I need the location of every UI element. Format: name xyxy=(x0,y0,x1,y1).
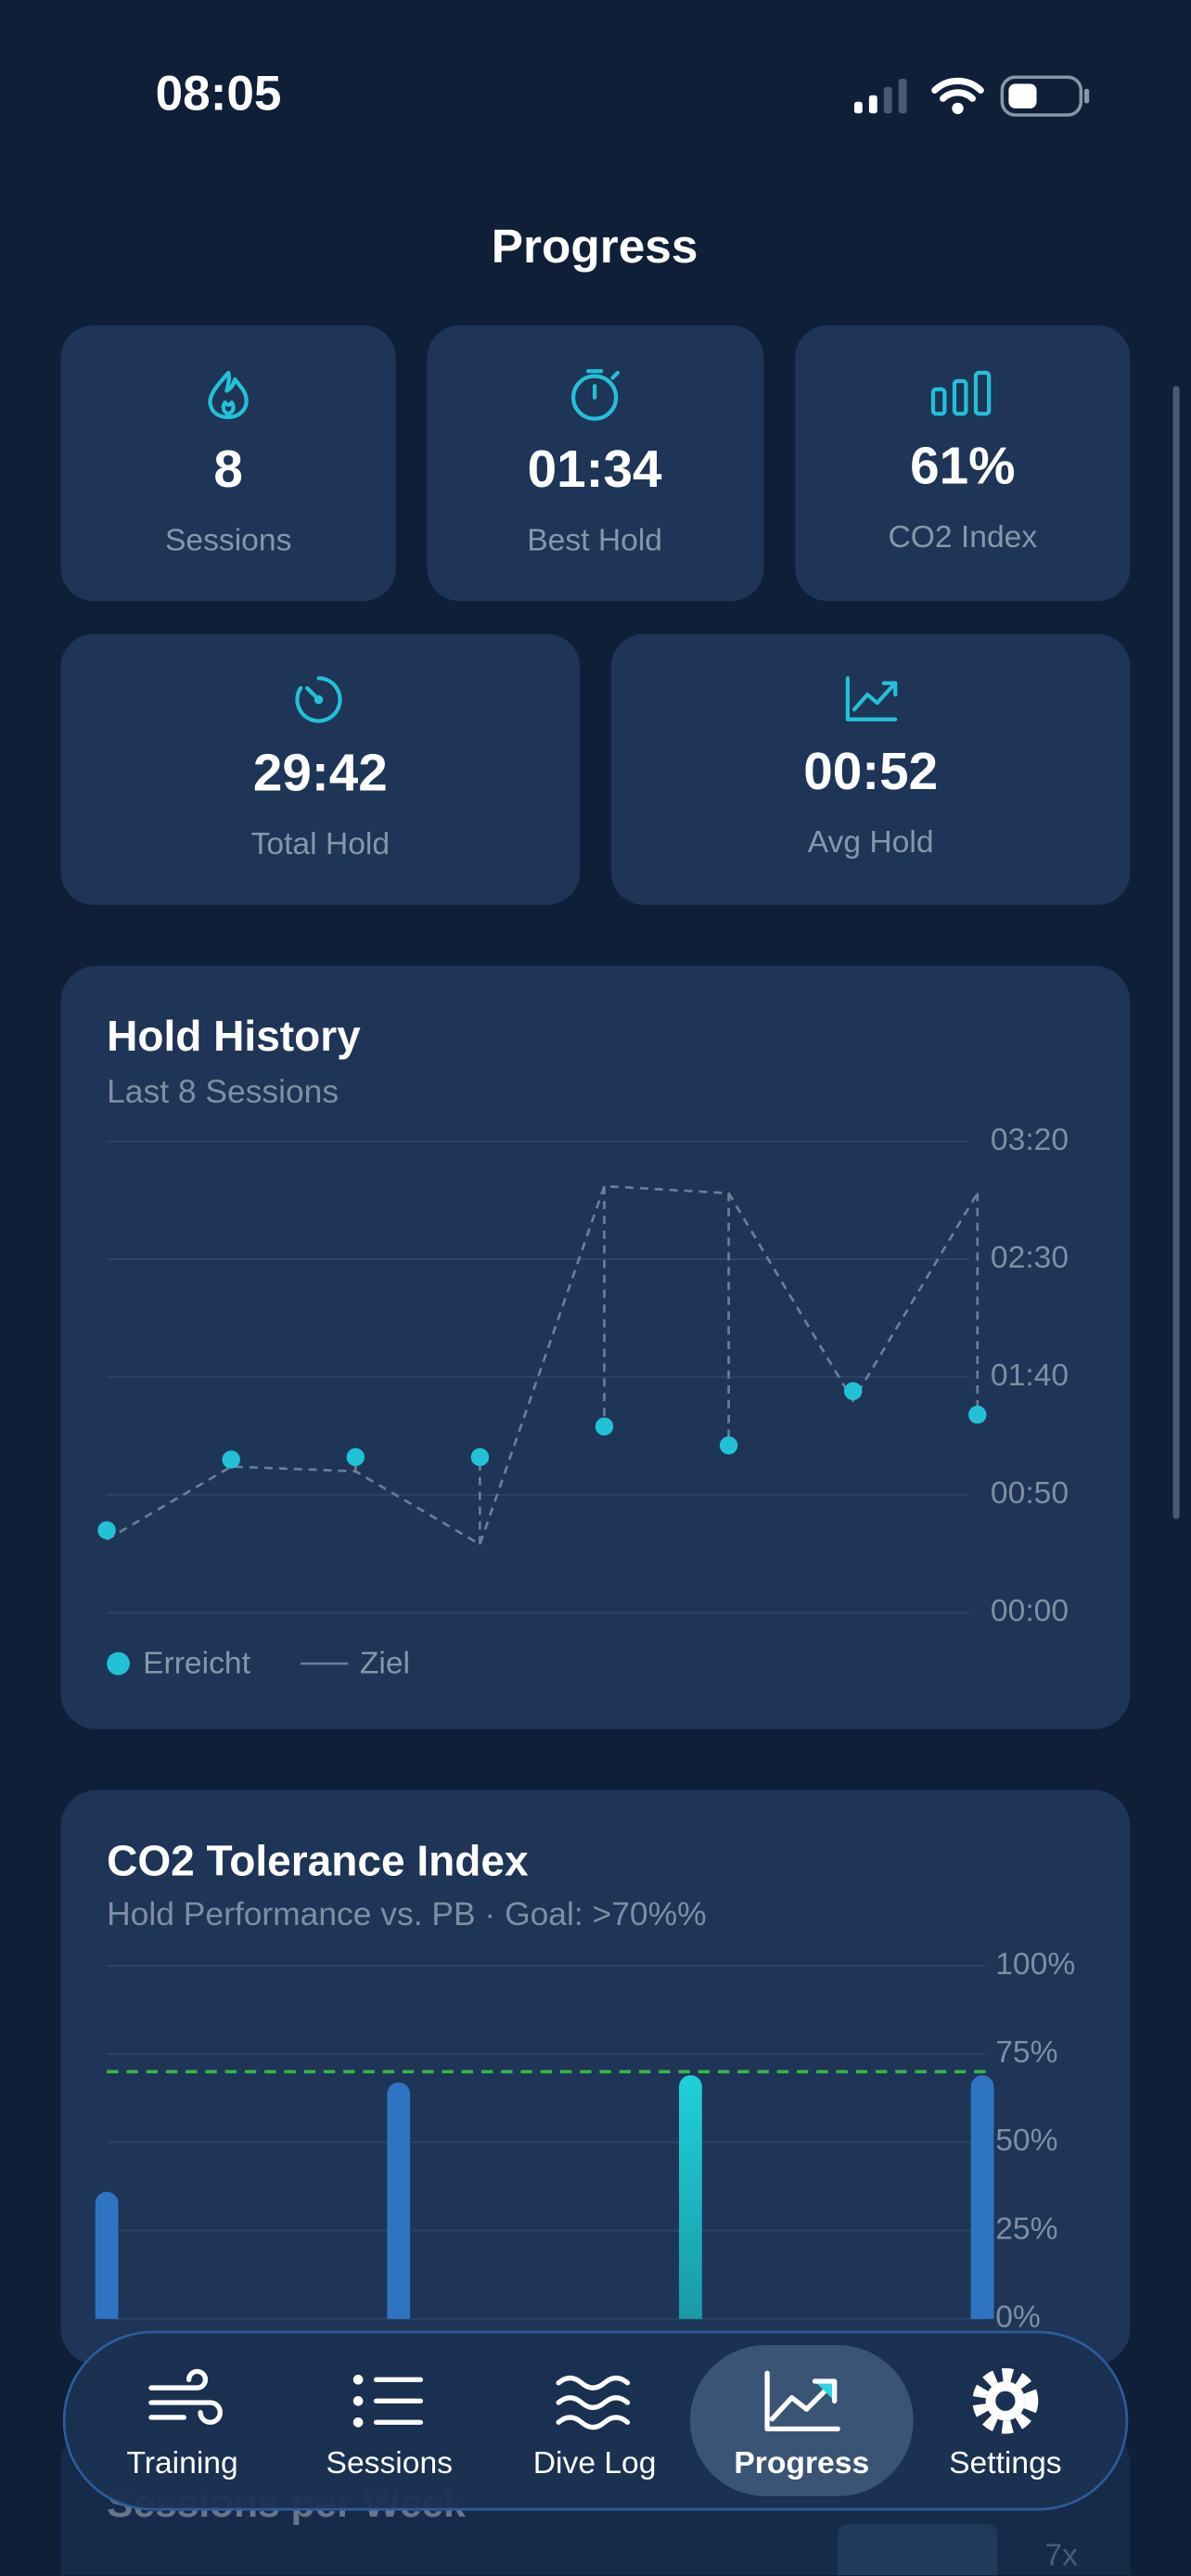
data-point xyxy=(97,1521,116,1539)
stat-card xyxy=(427,325,764,602)
tab-labels: Training Sessions Dive Log Progress Settings xyxy=(126,2446,1061,2480)
y-tick-label: 100% xyxy=(995,1947,1075,1982)
data-point xyxy=(595,1417,614,1436)
gear-icon xyxy=(972,2367,1039,2434)
chart-card xyxy=(60,1790,1131,2366)
co2-chart: 0% 25% 50% 75% 100% xyxy=(95,1947,1075,2335)
tab-bar xyxy=(62,2330,1129,2511)
scrollbar xyxy=(1172,386,1180,1520)
stat-card xyxy=(60,633,581,905)
tab-label[interactable]: Sessions xyxy=(327,2446,453,2480)
tab-label[interactable]: Training xyxy=(126,2446,237,2480)
legend-label: Ziel xyxy=(360,1647,410,1681)
tab-label[interactable]: Progress xyxy=(734,2446,869,2480)
tab-label[interactable]: Settings xyxy=(949,2446,1062,2480)
timer-icon xyxy=(295,676,342,723)
chart-title: Hold History xyxy=(107,1012,361,1060)
data-point xyxy=(470,1447,490,1467)
stat-value: 29:42 xyxy=(253,745,388,803)
stat-label: CO2 Index xyxy=(888,520,1037,555)
stat-card xyxy=(60,325,396,602)
stopwatch-icon xyxy=(570,369,621,421)
status-time: 08:05 xyxy=(156,67,282,121)
chart-title: CO2 Tolerance Index xyxy=(107,1836,529,1884)
wind-icon xyxy=(148,2368,223,2425)
y-tick-label: 50% xyxy=(995,2123,1057,2158)
stat-card xyxy=(610,633,1131,905)
active-tab-highlight xyxy=(689,2345,914,2496)
y-tick-label: 02:30 xyxy=(991,1241,1069,1275)
flame-icon xyxy=(208,370,249,419)
stat-value: 00:52 xyxy=(803,743,938,801)
data-point xyxy=(346,1447,365,1467)
y-tick-label: 25% xyxy=(995,2212,1057,2246)
tab-icons xyxy=(148,2367,1039,2434)
stat-label: Total Hold xyxy=(251,827,391,861)
legend-dot xyxy=(107,1651,130,1676)
list-icon xyxy=(352,2374,424,2428)
stat-label: Best Hold xyxy=(527,523,662,557)
bar xyxy=(838,2524,998,2576)
y-tick-label: 75% xyxy=(995,2035,1057,2070)
stat-value: 01:34 xyxy=(528,440,662,499)
tick-label: 7x xyxy=(1044,2538,1078,2572)
chart-card xyxy=(60,965,1131,1729)
bars-icon xyxy=(930,370,992,416)
chart-subtitle: Last 8 Sessions xyxy=(107,1073,339,1110)
goal-line xyxy=(106,1184,979,1547)
tab-label[interactable]: Dive Log xyxy=(533,2446,657,2480)
y-tick-label: 00:50 xyxy=(991,1476,1069,1511)
stat-value: 8 xyxy=(213,440,243,499)
y-tick-label: 00:00 xyxy=(991,1594,1069,1628)
status-icons xyxy=(853,75,1090,117)
data-point xyxy=(719,1435,738,1455)
waves-icon xyxy=(556,2375,631,2430)
stat-value: 61% xyxy=(910,437,1015,495)
bar xyxy=(95,2191,119,2319)
stat-label: Sessions xyxy=(165,523,291,557)
stat-label: Avg Hold xyxy=(808,825,934,860)
y-tick-label: 03:20 xyxy=(991,1123,1069,1157)
bar xyxy=(387,2082,411,2319)
hold-chart: 00:00 00:50 01:40 02:30 03:20 Erreicht Ziel xyxy=(97,1123,1069,1681)
chart-icon xyxy=(764,2370,840,2432)
data-point xyxy=(968,1405,987,1424)
data-point xyxy=(222,1450,240,1469)
y-tick-label: 01:40 xyxy=(991,1358,1069,1393)
chart-subtitle: Hold Performance vs. PB · Goal: >70%% xyxy=(107,1895,706,1932)
screen-title: Progress xyxy=(492,220,698,273)
bar xyxy=(679,2074,702,2319)
y-tick-label: 0% xyxy=(995,2301,1041,2335)
data-point xyxy=(843,1382,863,1401)
bar xyxy=(970,2074,994,2319)
trend-icon xyxy=(845,676,898,721)
legend-label: Erreicht xyxy=(143,1647,251,1681)
stat-card xyxy=(795,325,1131,602)
